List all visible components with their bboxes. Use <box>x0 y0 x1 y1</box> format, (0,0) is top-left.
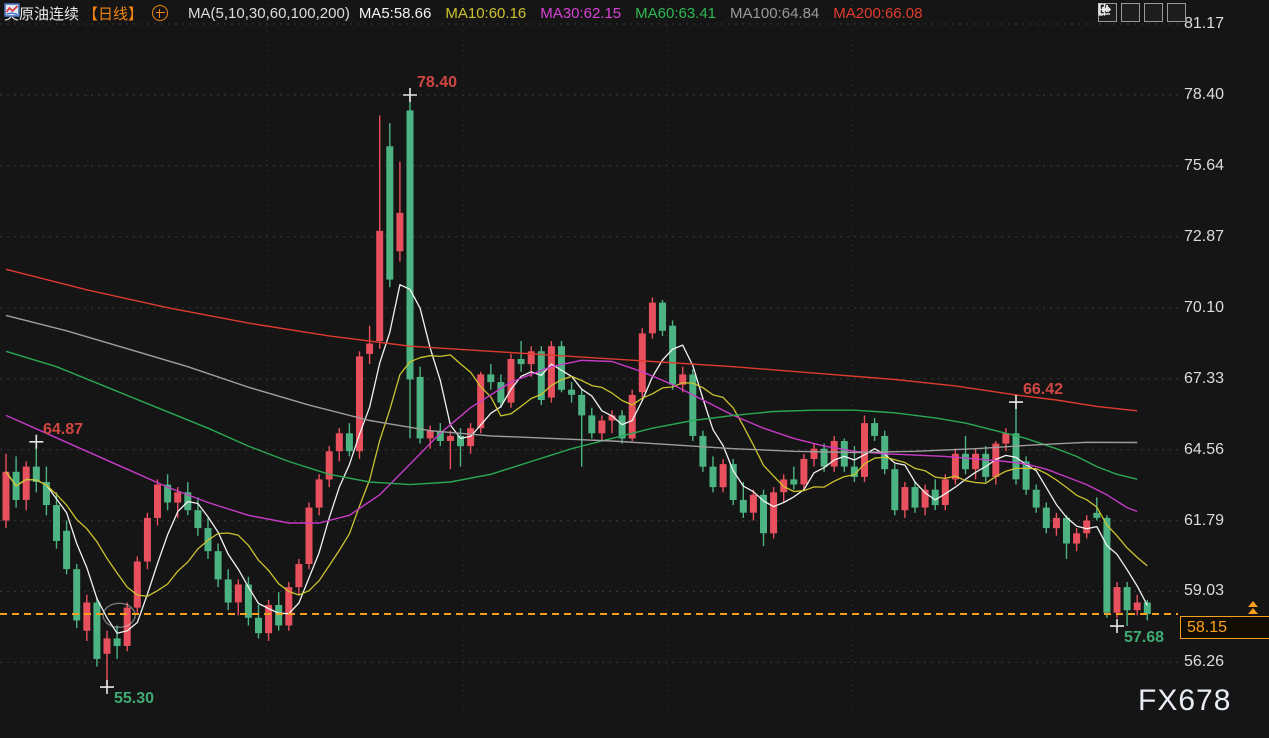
ma-settings-label: MA(5,10,30,60,100,200) <box>188 4 350 22</box>
chart-header: 美原油连续 【日线】 MA(5,10,30,60,100,200) MA5:58… <box>4 3 923 23</box>
ma-legend-item: MA60:63.41 <box>635 4 717 22</box>
price-annotation: 66.42 <box>1023 381 1064 398</box>
chart-axis-icon[interactable] <box>1099 3 1140 22</box>
price-annotation: 78.40 <box>417 74 458 91</box>
exit-fullscreen-icon[interactable] <box>1098 3 1186 22</box>
y-axis-label: 72.87 <box>1184 228 1225 245</box>
y-axis-label: 56.26 <box>1184 653 1225 670</box>
y-axis-label: 81.17 <box>1184 15 1225 32</box>
y-axis-label: 75.64 <box>1184 157 1225 174</box>
y-axis-label: 61.79 <box>1184 512 1225 529</box>
price-annotation: 57.68 <box>1124 629 1165 646</box>
chart-toolbar <box>1098 3 1186 22</box>
price-annotation: 55.30 <box>114 690 155 707</box>
symbol-name: 美原油连续 <box>4 5 80 23</box>
ma-legend-item: MA10:60.16 <box>445 4 527 22</box>
price-annotation: 64.87 <box>43 421 84 438</box>
y-axis-label: 78.40 <box>1184 86 1225 103</box>
ma-legend-item: MA200:66.08 <box>833 4 923 22</box>
ma-legend-item: MA100:64.84 <box>730 4 820 22</box>
ma-legend-item: MA30:62.15 <box>540 4 622 22</box>
ma-legend-item: MA5:58.66 <box>358 4 432 22</box>
y-axis-label: 70.10 <box>1184 299 1225 316</box>
chart-play-icon[interactable] <box>1099 3 1163 22</box>
fx678-watermark: FX678 <box>1138 684 1232 717</box>
y-axis-label: 67.33 <box>1184 370 1225 387</box>
add-indicator-icon[interactable] <box>152 5 169 21</box>
period-label: 【日线】 <box>83 5 144 23</box>
y-axis-label: 59.03 <box>1184 582 1225 599</box>
price-up-arrow-icon <box>1248 601 1258 607</box>
ma-legend: MA5:58.66 MA10:60.16 MA30:62.15 MA60:63.41 M… <box>359 5 923 22</box>
price-up-arrow-icon <box>1248 608 1258 614</box>
y-axis-label: 64.56 <box>1184 441 1225 458</box>
current-price-box: 58.15 <box>1180 616 1269 639</box>
